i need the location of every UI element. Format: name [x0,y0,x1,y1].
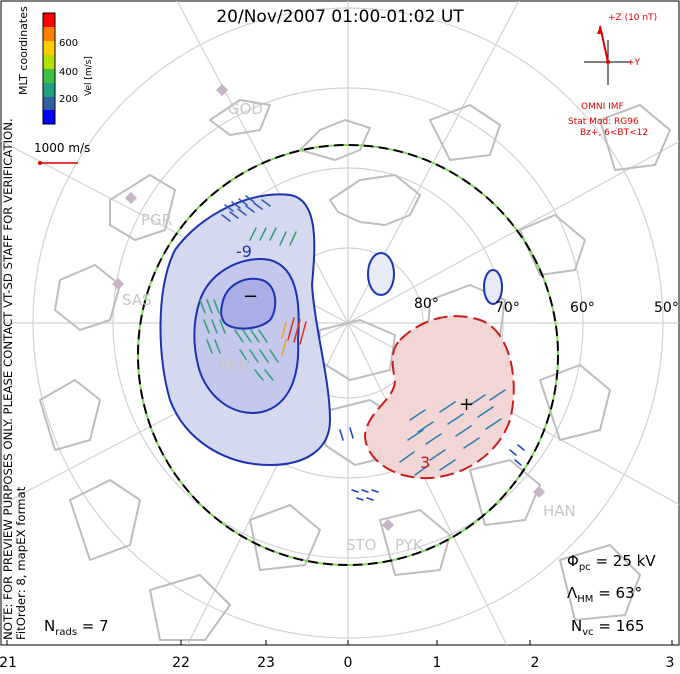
lambda-hm-value: 63° [615,584,643,602]
fit-order-note: FitOrder: 8, mapEX format [14,486,28,640]
imf-model-line1: Stat Mod: RG96 [568,117,639,127]
x-axis-ticks [6,640,673,645]
n-rads-stat: Nrads = 7 [44,617,109,638]
colorbar-swatch [43,55,55,69]
colorbar-label: Vel [m/s] [84,56,94,96]
potential-max-marker: + [459,394,474,415]
map-title: 20/Nov/2007 01:00-01:02 UT [216,7,464,27]
vector-group-east [399,389,506,476]
vector-group-south [339,427,525,501]
imf-model-line2: Bz+, 6<BT<12 [580,128,649,138]
contour-annotations: -9 3 − + [236,242,474,472]
x-tick-1: 1 [432,655,442,671]
velocity-vectors [199,195,525,501]
station-han: HAN [543,502,576,520]
lat-60: 60° [570,300,595,316]
station-rkn: RKN [218,356,249,374]
station-labels: GOD PGR SAS RKN HAN STO PYK [122,100,576,554]
colorbar: 600 400 200 [42,12,78,125]
latitude-labels: 80° 70° 60° 50° [414,296,679,316]
x-tick-21: 21 [0,655,17,671]
potential-min-marker: − [243,286,258,307]
lambda-hm-stat: ΛHM = 63° [567,584,643,605]
scale-vector-label: 1000 m/s [34,141,90,155]
colorbar-swatch [43,83,55,97]
x-tick-22: 22 [172,655,190,671]
x-tick-3: 3 [665,655,675,671]
colorbar-swatch [43,27,55,41]
colorbar-swatch [43,41,55,55]
colorbar-tick-400: 400 [59,67,78,78]
colorbar-tick-600: 600 [59,38,78,49]
x-tick-23: 23 [257,655,275,671]
colorbar-tick-200: 200 [59,94,78,105]
colorbar-swatch [43,110,55,124]
colorbar-swatch [43,13,55,27]
x-tick-0: 0 [343,655,353,671]
station-god: GOD [228,100,263,118]
vector-group-fast [287,317,307,345]
scale-vector: 1000 m/s [34,141,90,165]
imf-z-label: +Z (10 nT) [608,13,658,23]
n-vc-stat: Nvc = 165 [571,617,645,638]
coord-label: MLT coordinates [17,6,30,95]
lat-80: 80° [414,296,439,312]
imf-y-label: +Y [627,58,641,68]
lat-50: 50° [654,300,679,316]
station-markers [112,84,545,531]
n-rads-value: 7 [99,617,109,635]
hmb-boundary [137,144,559,566]
vector-group-pgr [221,195,271,222]
contour-label-neg: -9 [236,242,252,261]
station-sas: SAS [122,291,152,309]
imf-clock [584,25,632,85]
x-tick-2: 2 [530,655,540,671]
phi-pc-stat: Φpc = 25 kV [567,552,656,573]
station-pgr: PGR [141,211,172,229]
station-pyk: PYK [395,536,424,554]
preview-note: NOTE: FOR PREVIEW PURPOSES ONLY. PLEASE … [1,118,15,640]
colorbar-swatch [43,97,55,110]
phi-pc-value: 25 kV [612,552,656,570]
lat-70: 70° [495,300,520,316]
colorbar-swatch [43,69,55,83]
positive-cell [363,315,515,480]
station-sto: STO [346,536,377,554]
imf-source: OMNI IMF [581,102,624,112]
contour-label-pos: 3 [420,453,430,472]
n-vc-value: 165 [615,617,645,635]
vector-group-fast-orange [281,321,287,356]
negative-cell [159,193,503,467]
vector-group-rkn [199,227,297,381]
